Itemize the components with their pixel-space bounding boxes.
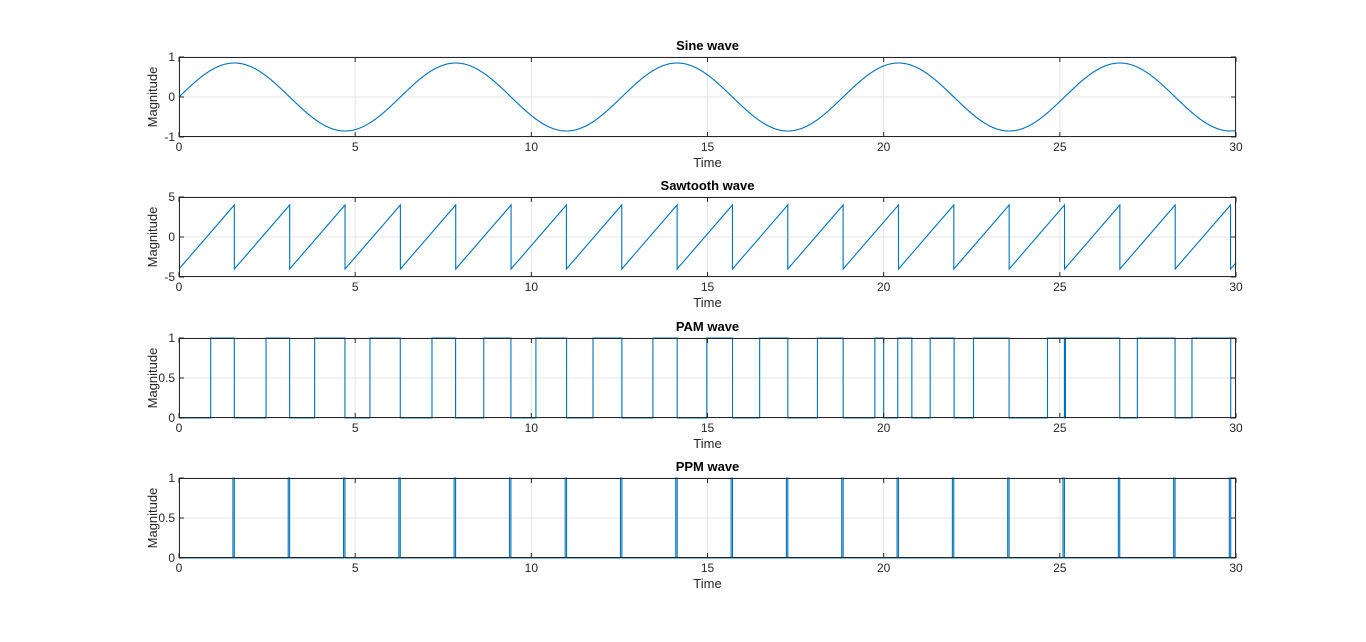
x-tick-label: 0 [176, 140, 183, 154]
x-tick-label: 10 [525, 421, 539, 435]
x-tick-label: 0 [176, 421, 183, 435]
y-axis-label: Magnitude [145, 207, 160, 268]
x-tick-label: 10 [525, 280, 539, 294]
x-tick-label: 10 [525, 140, 539, 154]
x-tick-label: 30 [1229, 561, 1243, 575]
y-tick-label: 0 [168, 551, 175, 565]
x-tick-label: 0 [176, 561, 183, 575]
y-axis-label: Magnitude [145, 348, 160, 409]
x-tick-label: 20 [877, 140, 891, 154]
x-axis-label: Time [693, 436, 721, 451]
series-line [178, 62, 1237, 132]
y-tick-label: 1 [168, 331, 175, 345]
x-tick-label: 20 [877, 421, 891, 435]
x-tick-label: 5 [352, 280, 359, 294]
chart-title: PPM wave [676, 459, 740, 474]
x-tick-label: 5 [352, 421, 359, 435]
y-tick-label: 1 [168, 471, 175, 485]
x-tick-label: 0 [176, 280, 183, 294]
x-tick-label: 30 [1229, 421, 1243, 435]
x-tick-label: 30 [1229, 280, 1243, 294]
y-axis-label: Magnitude [145, 67, 160, 128]
subplot-4: 0 5 10 15 20 25 30 0 0.5 1 PPM wave Time Magnitude [145, 459, 1243, 591]
x-tick-label: 20 [877, 561, 891, 575]
chart-title: PAM wave [676, 319, 739, 334]
y-tick-label: 0 [168, 230, 175, 244]
x-tick-label: 5 [352, 561, 359, 575]
chart-title: Sine wave [676, 38, 739, 53]
chart-title: Sawtooth wave [661, 178, 755, 193]
y-tick-label: -1 [164, 130, 175, 144]
y-axis-label: Magnitude [145, 488, 160, 549]
x-tick-label: 15 [701, 421, 715, 435]
y-tick-label: 0.5 [158, 511, 175, 525]
x-axis-label: Time [693, 576, 721, 591]
y-tick-label: -5 [164, 270, 175, 284]
x-tick-label: 25 [1053, 421, 1067, 435]
subplot-3: 0 5 10 15 20 25 30 0 0.5 1 PAM wave Time Magnitude [145, 319, 1243, 451]
x-tick-label: 20 [877, 280, 891, 294]
y-tick-label: 1 [168, 50, 175, 64]
x-tick-label: 15 [701, 280, 715, 294]
x-tick-label: 15 [701, 561, 715, 575]
x-tick-label: 25 [1053, 561, 1067, 575]
series-line [178, 203, 1237, 271]
y-tick-label: 0.5 [158, 371, 175, 385]
x-tick-label: 15 [701, 140, 715, 154]
x-tick-label: 5 [352, 140, 359, 154]
x-tick-label: 10 [525, 561, 539, 575]
x-axis-label: Time [693, 295, 721, 310]
x-tick-label: 25 [1053, 140, 1067, 154]
y-tick-label: 0 [168, 411, 175, 425]
x-tick-label: 25 [1053, 280, 1067, 294]
y-tick-label: 5 [168, 190, 175, 204]
x-axis-label: Time [693, 155, 721, 170]
y-tick-label: 0 [168, 90, 175, 104]
x-tick-label: 30 [1229, 140, 1243, 154]
